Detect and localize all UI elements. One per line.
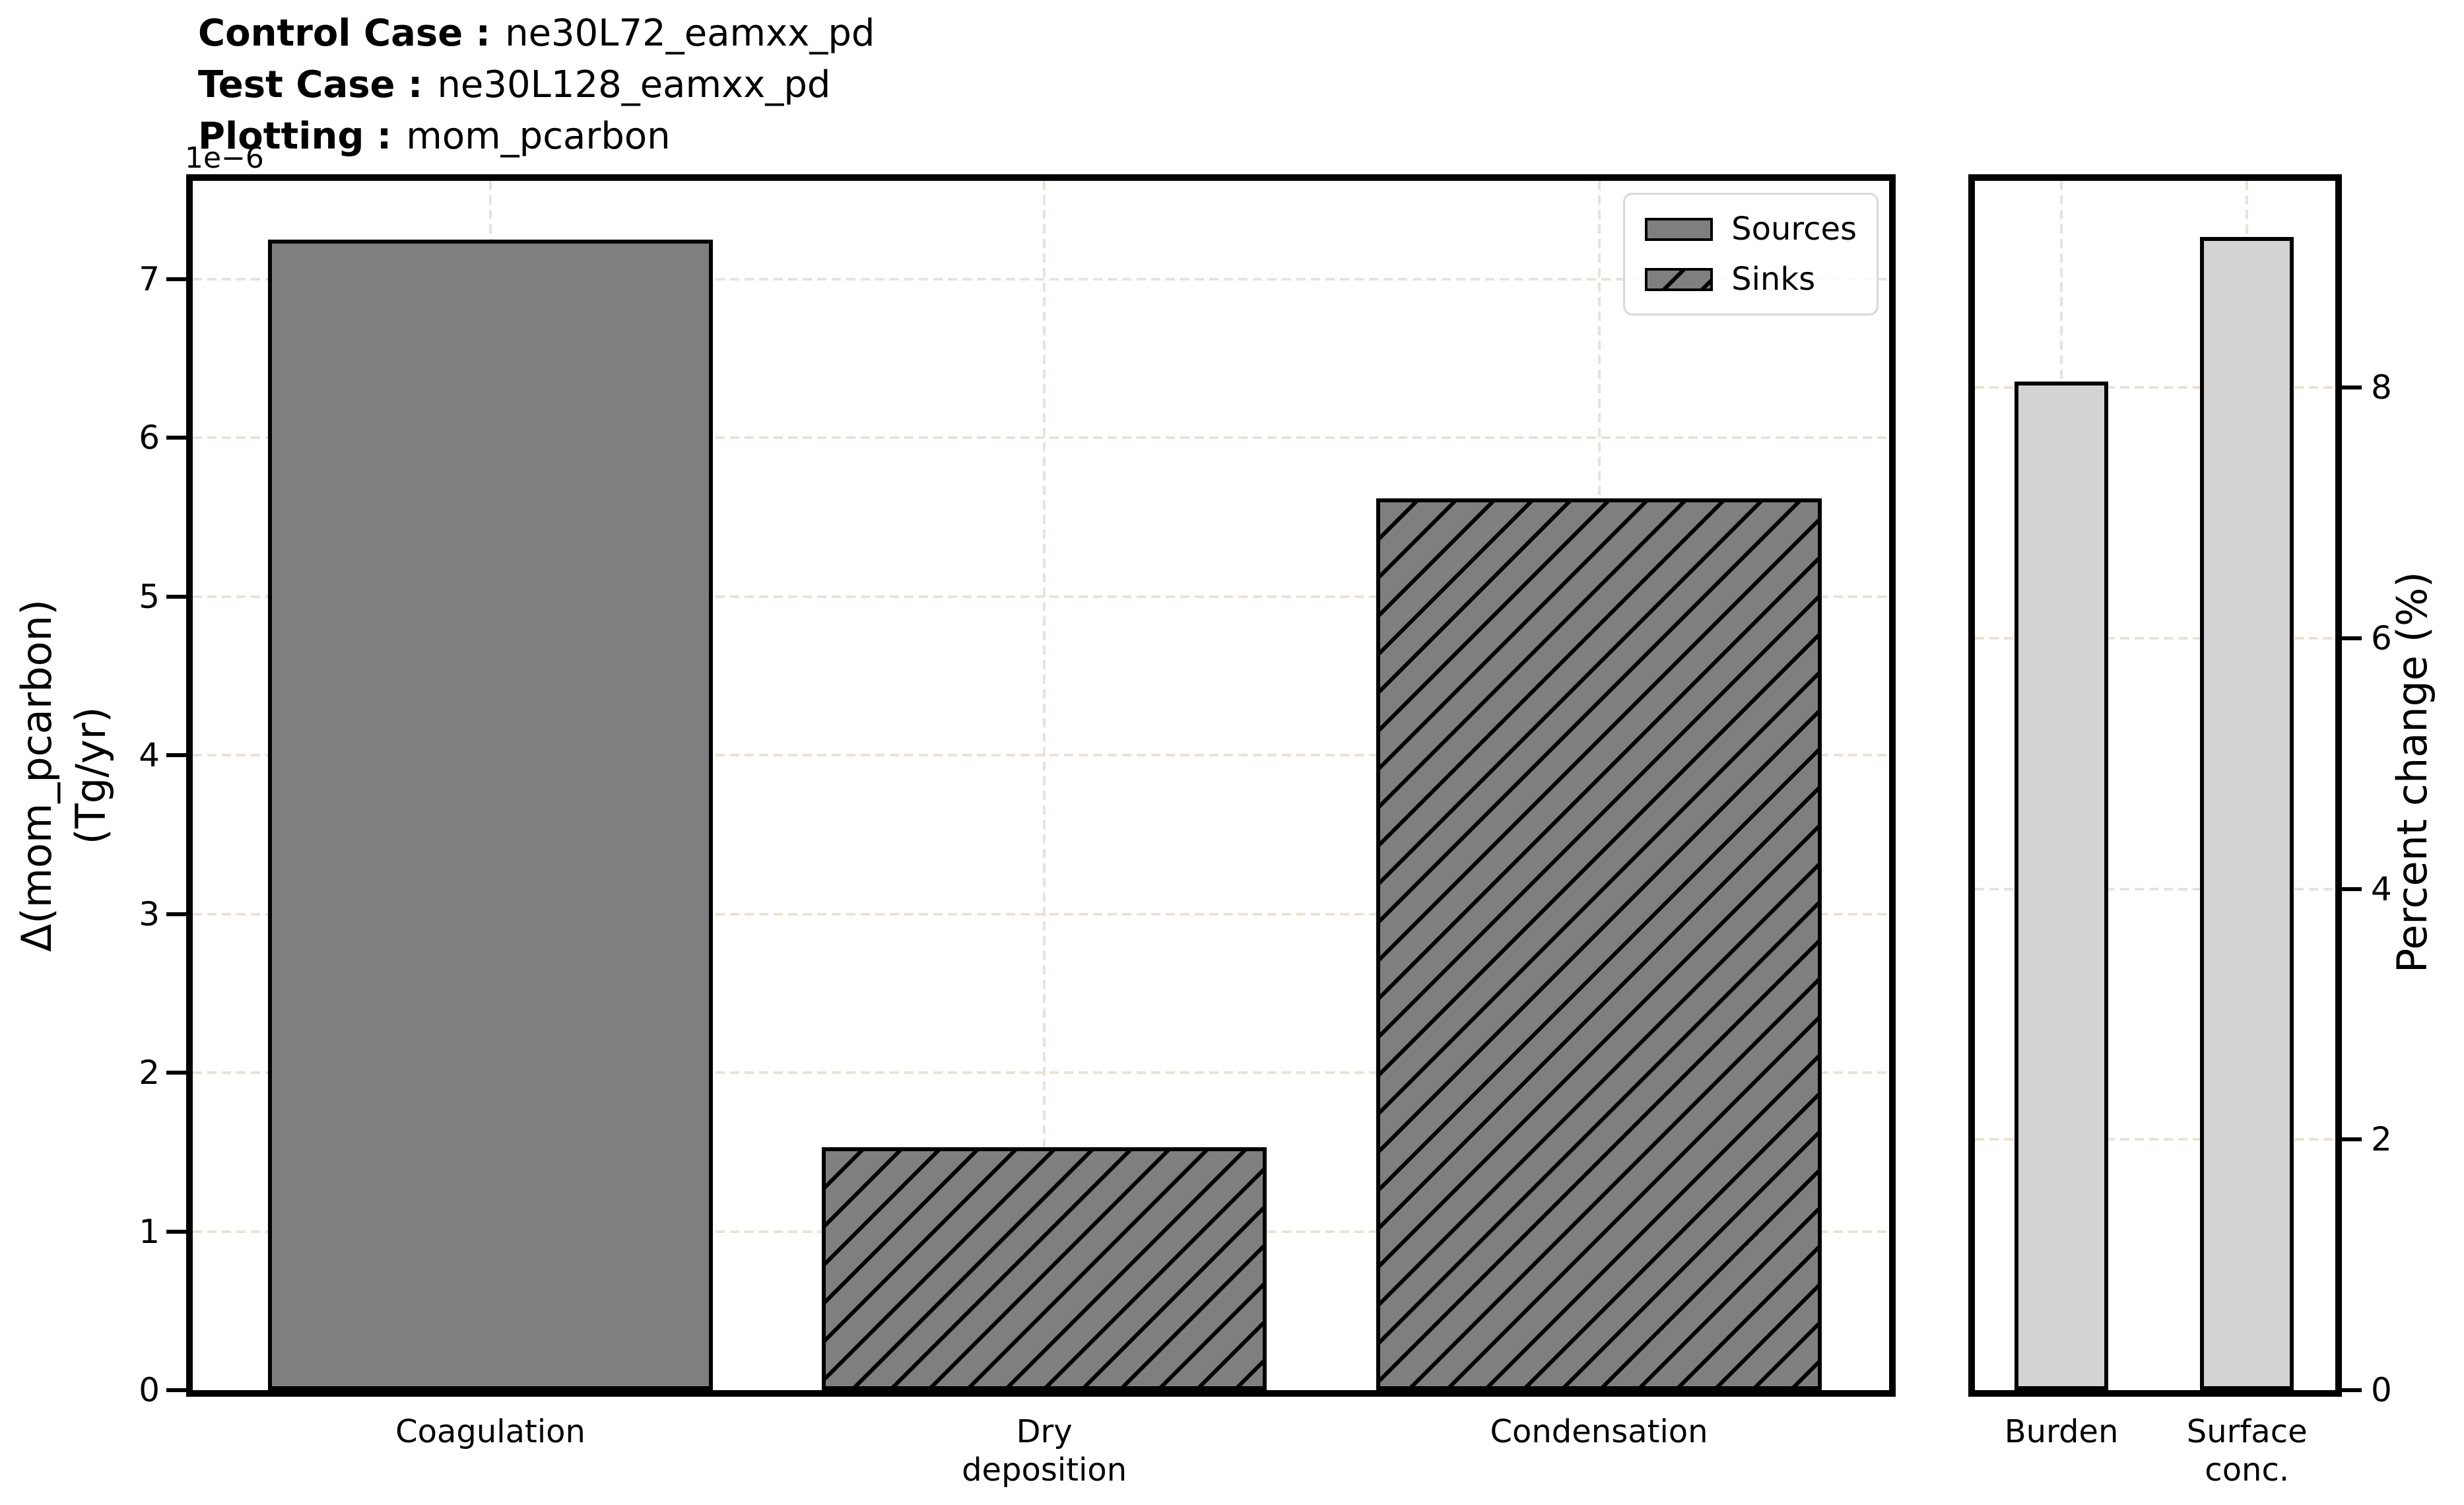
legend-swatch-sources: [1645, 217, 1714, 241]
y-tick-mark: [2342, 886, 2362, 891]
y-tick-mark: [2342, 636, 2362, 640]
gridline-horizontal: [1975, 1138, 2335, 1141]
bar-surface-conc: [2200, 237, 2294, 1390]
y-tick-mark: [166, 594, 186, 599]
y-tick-label: 2: [139, 1054, 160, 1092]
y-tick-mark: [2342, 385, 2362, 390]
plotting-label: Plotting :: [198, 115, 392, 158]
control-case-value: ne30L72_eamxx_pd: [505, 12, 875, 55]
y-tick-label: 7: [139, 260, 160, 299]
legend-label: Sources: [1731, 211, 1857, 248]
test-case-label: Test Case :: [198, 63, 423, 106]
gridline-horizontal: [193, 436, 1889, 440]
left-y-axis-label-line1: Δ(mom_pcarbon): [13, 599, 61, 953]
gridline-horizontal: [193, 1071, 1889, 1075]
y-tick-mark: [166, 753, 186, 758]
control-case-label: Control Case :: [198, 12, 491, 55]
y-tick-label: 1: [139, 1212, 160, 1251]
gridline-horizontal: [193, 595, 1889, 598]
x-tick-label: Burden: [2004, 1413, 2119, 1450]
y-tick-mark: [166, 1071, 186, 1075]
gridline-horizontal: [1975, 887, 2335, 890]
gridline-vertical: [1043, 181, 1046, 1390]
y-tick-label: 0: [2371, 1371, 2392, 1409]
legend-label: Sinks: [1731, 261, 1816, 298]
y-tick-mark: [2342, 1388, 2362, 1392]
plot-header: Control Case : ne30L72_eamxx_pd Test Case…: [198, 8, 875, 162]
y-tick-mark: [166, 1388, 186, 1392]
gridline-horizontal: [193, 912, 1889, 916]
y-tick-label: 5: [139, 577, 160, 616]
legend-item: Sources: [1645, 211, 1857, 248]
test-case-value: ne30L128_eamxx_pd: [437, 63, 831, 106]
gridline-horizontal: [193, 278, 1889, 281]
control-case-line: Control Case : ne30L72_eamxx_pd: [198, 8, 875, 59]
y-tick-mark: [166, 277, 186, 282]
right-y-axis-label: Percent change (%): [2388, 571, 2436, 974]
x-tick-label: Coagulation: [395, 1413, 585, 1450]
test-case-line: Test Case : ne30L128_eamxx_pd: [198, 59, 875, 111]
gridline-horizontal: [1975, 386, 2335, 389]
gridline-horizontal: [1975, 636, 2335, 640]
plotting-line: Plotting : mom_pcarbon: [198, 111, 875, 162]
x-tick-label: Surface conc.: [2186, 1413, 2308, 1488]
y-tick-mark: [166, 912, 186, 916]
y-tick-label: 2: [2371, 1120, 2392, 1159]
bar-condensation: [1376, 498, 1822, 1390]
bar-dry-deposition: [822, 1147, 1267, 1390]
bar-burden: [2014, 381, 2108, 1390]
legend-swatch-sinks: [1645, 267, 1714, 291]
y-tick-label: 4: [139, 736, 160, 775]
y-tick-label: 0: [139, 1371, 160, 1409]
legend: Sources Sinks: [1623, 193, 1879, 316]
legend-item: Sinks: [1645, 261, 1857, 298]
x-tick-label: Dry deposition: [962, 1413, 1127, 1488]
y-tick-label: 8: [2371, 368, 2392, 407]
y-tick-label: 3: [139, 894, 160, 933]
percent-chart-plot-area: 0 2 4 6 8 Burden Surface conc.: [1968, 174, 2392, 1488]
bar-coagulation: [267, 239, 714, 1390]
plotting-value: mom_pcarbon: [406, 115, 671, 158]
y-axis-offset-text: 1e−6: [185, 141, 264, 175]
y-tick-mark: [166, 1229, 186, 1234]
gridline-horizontal: [193, 754, 1889, 757]
y-tick-label: 6: [139, 418, 160, 457]
y-tick-label: 6: [2371, 619, 2392, 657]
flux-chart-plot-area: 0 1 2 3 4 5 6 7 Coagulation Dry deposition Condens…: [139, 174, 1896, 1488]
x-tick-label: Condensation: [1490, 1413, 1708, 1450]
y-tick-mark: [2342, 1137, 2362, 1142]
y-tick-label: 4: [2371, 869, 2392, 908]
y-tick-mark: [166, 436, 186, 440]
